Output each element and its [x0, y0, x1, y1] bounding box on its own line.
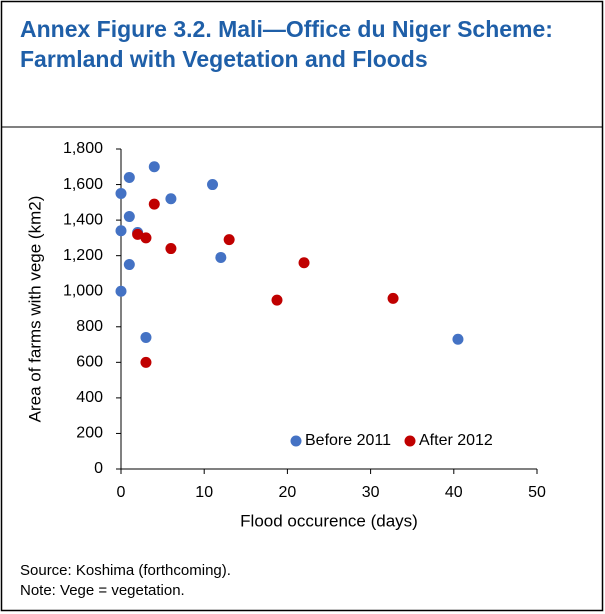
point: [452, 333, 464, 345]
source: Source: Koshima (forthcoming).: [20, 562, 231, 579]
note: Note: Vege = vegetation.: [20, 582, 185, 599]
point: [115, 225, 127, 237]
x-tick-label: 50: [528, 484, 546, 501]
y-tick-label: 1,600: [63, 176, 103, 193]
x-axis-title: Flood occurence (days): [240, 511, 418, 530]
chart-title: Annex Figure 3.2. Mali—Office du Niger S…: [20, 16, 553, 72]
legend-label: Before 2011: [305, 432, 391, 449]
y-axis-title: Area of farms with vege (km2): [25, 196, 44, 423]
legend-label: After 2012: [419, 432, 493, 449]
point: [387, 292, 399, 304]
point: [148, 198, 160, 210]
y-tick-label: 0: [94, 460, 103, 477]
x-tick-label: 20: [279, 484, 297, 501]
point: [123, 171, 135, 183]
point: [140, 356, 152, 368]
point: [148, 161, 160, 173]
point: [140, 331, 152, 343]
y-tick-label: 400: [76, 389, 103, 406]
y-tick-label: 1,200: [63, 247, 103, 264]
point: [132, 228, 144, 240]
x-tick-label: 0: [117, 484, 126, 501]
legend-marker: [290, 435, 302, 447]
y-tick-label: 800: [76, 318, 103, 335]
y-tick-label: 200: [76, 425, 103, 442]
point: [215, 251, 227, 263]
point: [115, 285, 127, 297]
point: [223, 234, 235, 246]
x-tick-label: 40: [445, 484, 463, 501]
point: [123, 211, 135, 223]
point: [271, 294, 283, 306]
y-tick-label: 1,800: [63, 140, 103, 157]
y-tick-label: 1,000: [63, 282, 103, 299]
legend-marker: [404, 435, 416, 447]
point: [165, 193, 177, 205]
point: [165, 243, 177, 255]
point: [115, 187, 127, 199]
point: [123, 259, 135, 271]
y-tick-label: 600: [76, 354, 103, 371]
x-tick-label: 30: [362, 484, 380, 501]
point: [298, 257, 310, 269]
y-tick-label: 1,400: [63, 211, 103, 228]
point: [207, 179, 219, 191]
point: [140, 232, 152, 244]
x-tick-label: 10: [195, 484, 213, 501]
